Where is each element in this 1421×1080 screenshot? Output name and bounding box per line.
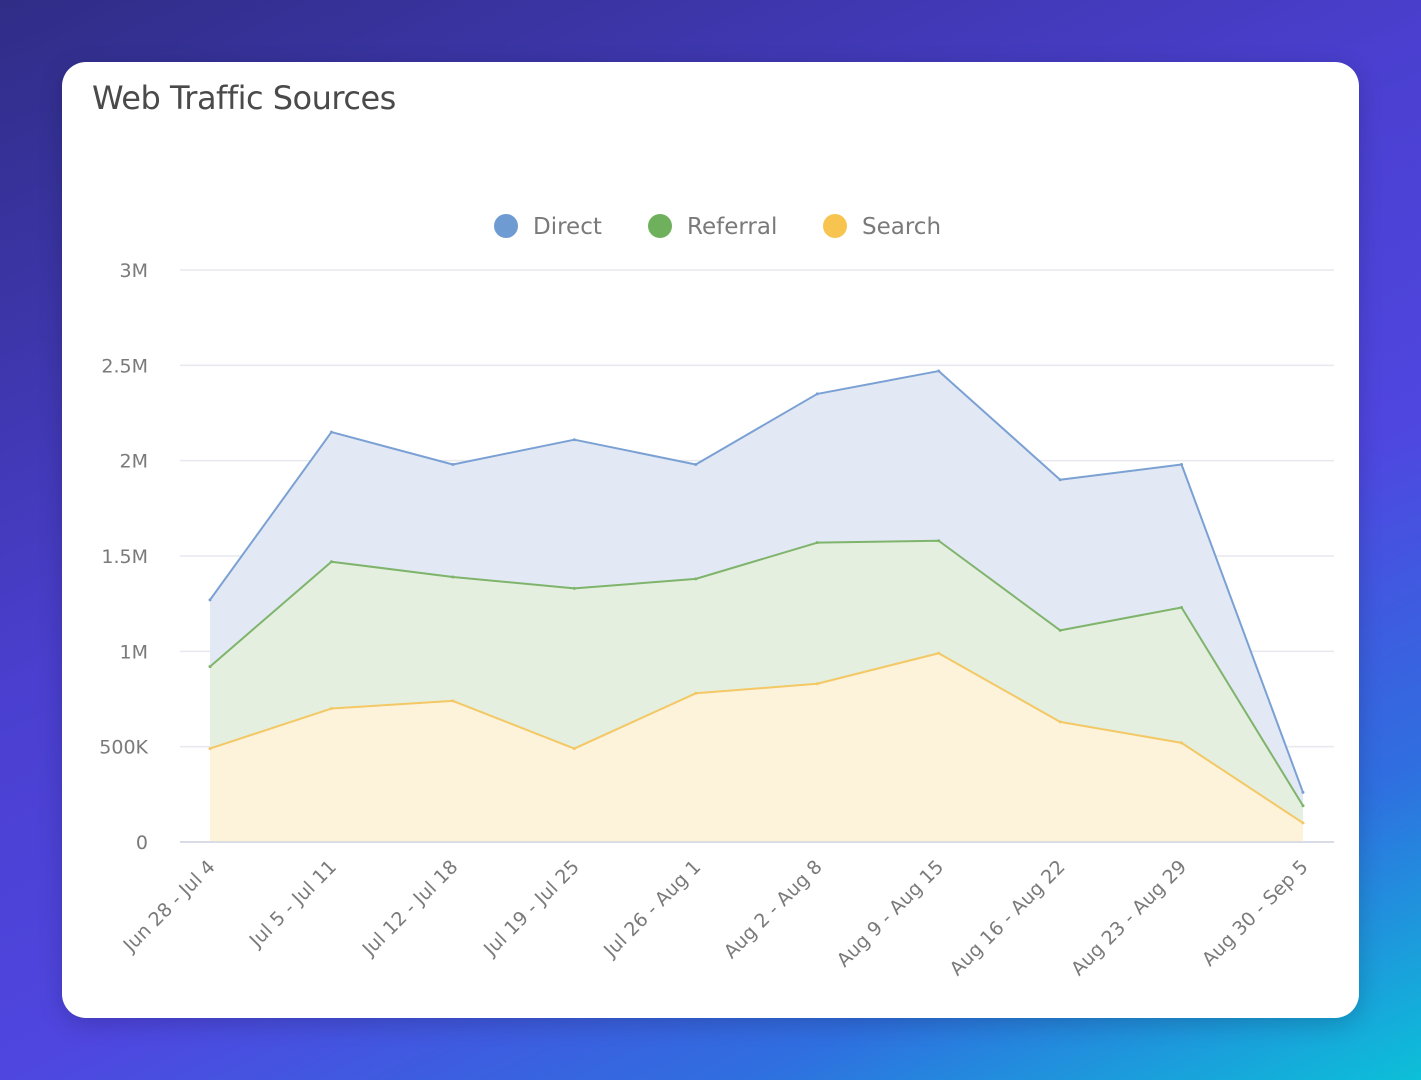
point-referral	[694, 577, 698, 581]
series-areas	[210, 371, 1303, 842]
line-search	[209, 652, 1304, 824]
legend-dot	[494, 214, 518, 238]
x-tick-label: Jun 28 - Jul 4	[118, 856, 219, 957]
chart-title: Web Traffic Sources	[92, 79, 396, 117]
point-search	[329, 707, 333, 711]
x-tick-label: Aug 23 - Aug 29	[1067, 856, 1191, 980]
x-tick-label: Jul 12 - Jul 18	[358, 856, 463, 961]
point-search	[1301, 821, 1305, 825]
legend: Direct Referral Search	[494, 214, 941, 240]
point-referral	[1058, 628, 1062, 632]
point-referral	[1180, 605, 1184, 609]
legend-item-direct: Direct	[494, 214, 602, 240]
point-referral	[451, 575, 455, 579]
point-direct	[329, 430, 333, 434]
y-tick-label: 2M	[120, 451, 148, 473]
point-referral	[208, 665, 212, 669]
chart-card: Web Traffic Sources 3M 2.5M 2M 1.5M 1M 500K 0 J…	[62, 62, 1359, 1018]
point-search	[1058, 720, 1062, 724]
x-tick-label: Aug 16 - Aug 22	[945, 856, 1069, 980]
point-search	[815, 682, 819, 686]
point-referral	[937, 539, 941, 543]
point-direct	[1180, 462, 1184, 466]
point-direct	[694, 462, 698, 466]
y-tick-label: 3M	[120, 260, 148, 282]
point-search	[937, 651, 941, 655]
point-direct	[572, 438, 576, 442]
x-tick-label: Aug 30 - Sep 5	[1198, 856, 1313, 971]
series-lines	[208, 369, 1305, 825]
legend-dot	[648, 214, 672, 238]
point-referral	[572, 586, 576, 590]
legend-item-search: Search	[823, 214, 941, 240]
point-search	[451, 699, 455, 703]
point-search	[1180, 741, 1184, 745]
point-referral	[815, 541, 819, 545]
x-tick-label: Aug 9 - Aug 15	[833, 856, 949, 972]
point-referral	[329, 560, 333, 564]
point-direct	[815, 392, 819, 396]
y-tick-label: 1.5M	[101, 546, 148, 568]
x-tick-label: Jul 26 - Aug 1	[599, 856, 705, 962]
point-search	[694, 691, 698, 695]
point-direct	[937, 369, 941, 373]
legend-label: Search	[862, 214, 941, 240]
point-referral	[1301, 804, 1305, 808]
point-search	[208, 747, 212, 751]
area-search	[210, 653, 1303, 842]
y-tick-label: 2.5M	[101, 355, 148, 377]
legend-dot	[823, 214, 847, 238]
point-direct	[208, 598, 212, 602]
point-direct	[1058, 478, 1062, 482]
y-tick-label: 1M	[120, 641, 148, 663]
point-direct	[1301, 790, 1305, 794]
legend-item-referral: Referral	[648, 214, 777, 240]
line-direct	[209, 370, 1304, 793]
line-referral	[209, 539, 1304, 807]
point-direct	[451, 462, 455, 466]
x-tick-label: Jul 19 - Jul 25	[479, 856, 584, 961]
x-tick-label: Jul 5 - Jul 11	[245, 856, 341, 952]
legend-label: Referral	[687, 214, 777, 240]
y-tick-label: 500K	[99, 737, 148, 759]
point-search	[572, 747, 576, 751]
x-tick-label: Aug 2 - Aug 8	[720, 856, 827, 963]
y-tick-label: 0	[136, 832, 148, 854]
legend-label: Direct	[533, 214, 602, 240]
